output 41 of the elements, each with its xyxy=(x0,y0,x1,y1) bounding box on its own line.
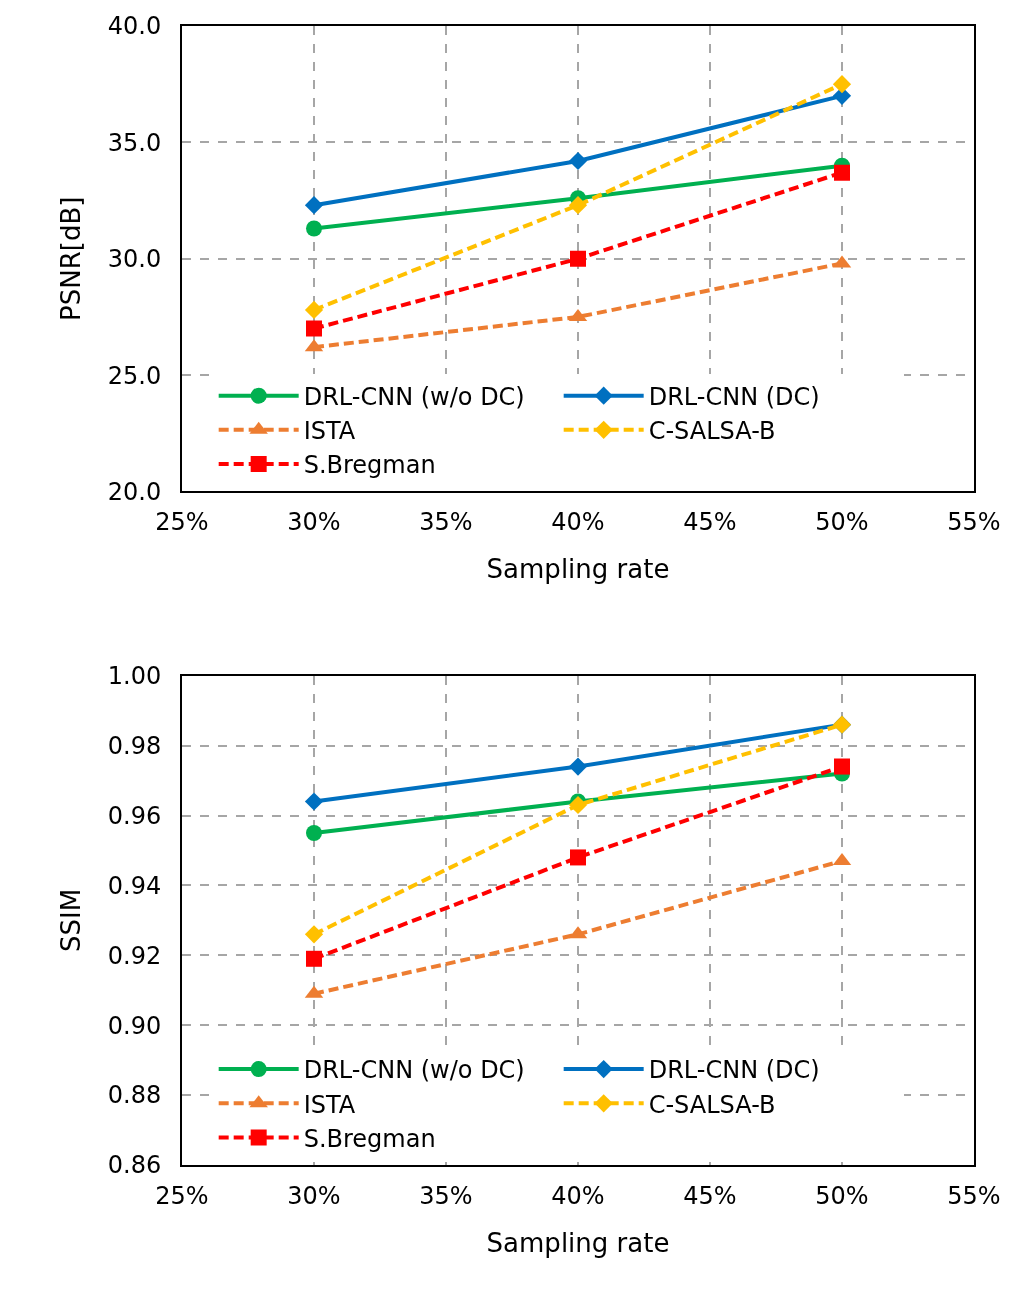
x-tick-label: 30% xyxy=(287,1181,341,1210)
x-tick-label: 25% xyxy=(155,1181,209,1210)
y-tick-label: 0.90 xyxy=(107,1011,162,1040)
legend-label: S.Bregman xyxy=(303,1124,436,1153)
x-tick-label: 45% xyxy=(683,508,737,537)
y-tick-label: 0.96 xyxy=(107,801,162,830)
y-tick-label: 0.94 xyxy=(107,871,162,900)
x-tick-label: 40% xyxy=(551,1181,605,1210)
x-tick-label: 25% xyxy=(155,508,209,537)
x-tick-label: 45% xyxy=(683,1181,737,1210)
x-axis-title: Sampling rate xyxy=(486,554,670,585)
y-tick-label: 30.0 xyxy=(107,245,162,274)
legend-label: DRL-CNN (w/o DC) xyxy=(303,383,525,411)
y-tick-label: 20.0 xyxy=(107,477,162,506)
x-tick-label: 50% xyxy=(815,1181,869,1210)
y-tick-label: 0.98 xyxy=(107,732,162,761)
y-tick-label: 0.86 xyxy=(107,1151,162,1180)
legend-label: ISTA xyxy=(303,1090,356,1119)
legend-label: DRL-CNN (w/o DC) xyxy=(303,1056,525,1085)
legend-label: DRL-CNN (DC) xyxy=(648,1056,820,1085)
legend-label: ISTA xyxy=(303,417,356,446)
y-tick-label: 40.0 xyxy=(107,12,162,41)
y-tick-label: 0.88 xyxy=(107,1081,162,1110)
x-tick-label: 55% xyxy=(947,1181,1001,1210)
y-axis-title: PSNR[dB] xyxy=(55,196,86,321)
legend-label: C-SALSA-B xyxy=(648,1090,776,1119)
legend-label: DRL-CNN (DC) xyxy=(648,383,820,411)
y-tick-label: 25.0 xyxy=(107,361,162,390)
x-tick-label: 55% xyxy=(947,508,1001,537)
y-tick-label: 0.92 xyxy=(107,941,162,970)
legend-label: C-SALSA-B xyxy=(648,417,776,446)
y-tick-label: 1.00 xyxy=(107,662,162,691)
y-axis-title: SSIM xyxy=(55,888,86,952)
legend-label: S.Bregman xyxy=(303,451,436,480)
x-tick-label: 35% xyxy=(419,508,473,537)
x-tick-label: 50% xyxy=(815,508,869,537)
x-axis-title: Sampling rate xyxy=(486,1227,670,1258)
x-tick-label: 40% xyxy=(551,508,605,537)
x-tick-label: 35% xyxy=(419,1181,473,1210)
x-tick-label: 30% xyxy=(287,508,341,537)
y-tick-label: 35.0 xyxy=(107,128,162,157)
